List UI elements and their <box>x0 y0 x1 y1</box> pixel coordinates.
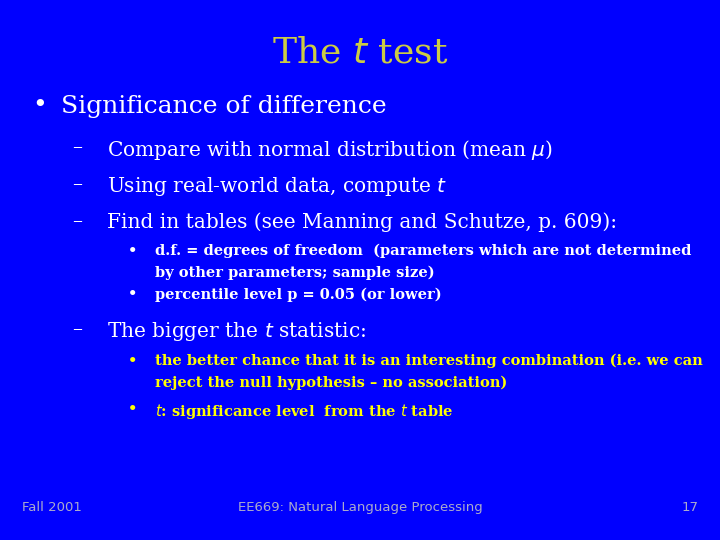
Text: $\mathit{t}$: significance level  from the $\mathit{t}$ table: $\mathit{t}$: significance level from th… <box>155 402 454 421</box>
Text: Fall 2001: Fall 2001 <box>22 501 81 514</box>
Text: Compare with normal distribution (mean $\mu$): Compare with normal distribution (mean $… <box>107 138 552 161</box>
Text: –: – <box>72 320 82 339</box>
Text: EE669: Natural Language Processing: EE669: Natural Language Processing <box>238 501 482 514</box>
Text: Significance of difference: Significance of difference <box>61 94 387 118</box>
Text: percentile level p = 0.05 (or lower): percentile level p = 0.05 (or lower) <box>155 287 441 302</box>
Text: The $\mathit{t}$ test: The $\mathit{t}$ test <box>271 35 449 69</box>
Text: Using real-world data, compute $\mathit{t}$: Using real-world data, compute $\mathit{… <box>107 175 447 198</box>
Text: –: – <box>72 212 82 231</box>
Text: the better chance that it is an interesting combination (i.e. we can: the better chance that it is an interest… <box>155 354 703 368</box>
Text: •: • <box>128 244 138 258</box>
Text: Find in tables (see Manning and Schutze, p. 609):: Find in tables (see Manning and Schutze,… <box>107 212 617 232</box>
Text: –: – <box>72 175 82 194</box>
Text: •: • <box>128 402 138 416</box>
Text: –: – <box>72 138 82 157</box>
Text: reject the null hypothesis – no association): reject the null hypothesis – no associat… <box>155 375 507 390</box>
Text: •: • <box>128 354 138 368</box>
Text: by other parameters; sample size): by other parameters; sample size) <box>155 266 434 280</box>
Text: d.f. = degrees of freedom  (parameters which are not determined: d.f. = degrees of freedom (parameters wh… <box>155 244 691 259</box>
Text: •: • <box>128 287 138 301</box>
Text: •: • <box>32 94 47 118</box>
Text: 17: 17 <box>681 501 698 514</box>
Text: The bigger the $\mathit{t}$ statistic:: The bigger the $\mathit{t}$ statistic: <box>107 320 366 343</box>
